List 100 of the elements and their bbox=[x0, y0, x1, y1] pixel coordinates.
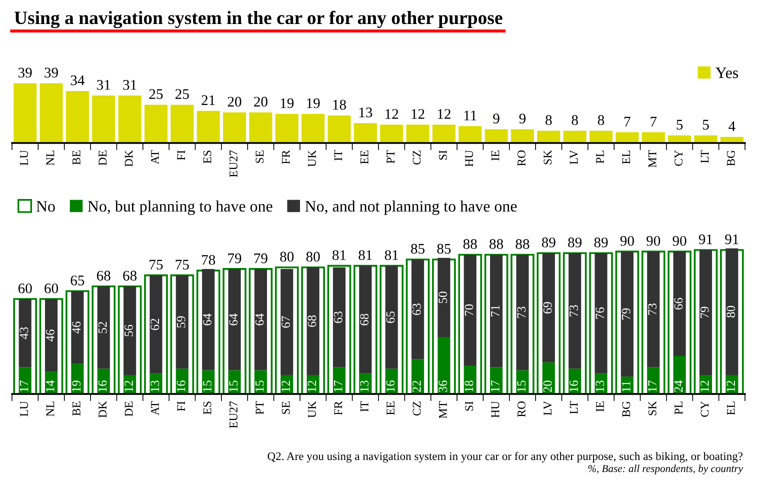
data-label: 90 bbox=[672, 236, 686, 246]
x-tick-label: CZ bbox=[412, 402, 421, 416]
bar bbox=[118, 96, 142, 143]
data-label: 12 bbox=[438, 109, 450, 119]
data-label: 16 bbox=[570, 380, 578, 392]
data-label: 64 bbox=[255, 314, 264, 326]
x-tick-label: SE bbox=[256, 150, 264, 163]
x-tick-label: PT bbox=[256, 401, 264, 414]
bar bbox=[406, 124, 430, 143]
data-label: 8 bbox=[546, 115, 552, 126]
data-label: 81 bbox=[358, 250, 372, 260]
bar bbox=[673, 252, 686, 356]
x-tick-label: EU27 bbox=[230, 150, 238, 178]
data-label: 13 bbox=[360, 380, 369, 392]
data-label: 20 bbox=[543, 380, 552, 392]
data-label: 85 bbox=[411, 244, 424, 254]
data-label: 11 bbox=[464, 110, 476, 120]
data-label: 12 bbox=[700, 380, 709, 392]
data-label: 5 bbox=[702, 120, 709, 130]
data-label: 90 bbox=[646, 236, 660, 246]
data-label: 68 bbox=[308, 315, 316, 327]
x-tick-label: PL bbox=[596, 150, 604, 164]
data-label: 88 bbox=[516, 239, 530, 249]
bar bbox=[537, 130, 560, 143]
data-label: 34 bbox=[70, 75, 85, 86]
text: %, Base: all respondents, by country bbox=[588, 464, 743, 474]
data-label: 9 bbox=[493, 114, 500, 124]
x-tick-label: AT bbox=[151, 401, 159, 416]
data-label: 64 bbox=[203, 314, 212, 326]
data-label: 15 bbox=[517, 380, 526, 392]
x-tick-label: UK bbox=[308, 150, 316, 167]
data-label: 9 bbox=[519, 114, 526, 124]
data-label: 67 bbox=[282, 316, 290, 328]
data-label: 75 bbox=[176, 260, 189, 270]
data-label: 91 bbox=[725, 234, 738, 244]
data-label: 7 bbox=[650, 116, 657, 126]
data-label: 20 bbox=[254, 96, 268, 107]
x-tick-label: BG bbox=[622, 401, 630, 418]
x-tick-label: SI bbox=[438, 150, 447, 160]
data-label: 46 bbox=[72, 322, 81, 334]
data-label: 73 bbox=[570, 305, 578, 316]
x-tick-label: SK bbox=[544, 150, 552, 164]
data-label: 20 bbox=[228, 96, 242, 107]
bar bbox=[484, 129, 508, 143]
data-label: 18 bbox=[464, 380, 474, 392]
data-label: 17 bbox=[491, 380, 500, 392]
data-label: 16 bbox=[98, 380, 107, 392]
data-label: 17 bbox=[20, 380, 28, 392]
data-label: 64 bbox=[229, 314, 238, 326]
bar bbox=[438, 258, 450, 338]
data-label: 80 bbox=[726, 306, 736, 318]
data-label: 12 bbox=[308, 380, 316, 392]
data-label: 19 bbox=[280, 98, 294, 108]
data-label: 80 bbox=[306, 252, 320, 262]
data-label: 8 bbox=[598, 115, 604, 126]
x-tick-label: CY bbox=[674, 150, 683, 166]
x-tick-label: SE bbox=[282, 402, 290, 414]
data-label: 60 bbox=[44, 283, 58, 294]
data-label: 70 bbox=[464, 304, 474, 316]
data-label: 71 bbox=[491, 305, 500, 316]
data-label: 14 bbox=[46, 380, 54, 392]
data-label: 65 bbox=[70, 276, 84, 286]
data-label: 73 bbox=[648, 304, 657, 315]
data-label: 68 bbox=[96, 270, 110, 281]
x-tick-label: FI bbox=[177, 150, 185, 160]
data-label: 60 bbox=[18, 283, 32, 294]
data-label: 85 bbox=[437, 244, 451, 254]
data-label: 80 bbox=[280, 252, 294, 262]
bar bbox=[92, 96, 116, 143]
x-tick-label: ES bbox=[203, 402, 212, 414]
x-tick-label: CY bbox=[700, 401, 709, 417]
x-tick-label: LU bbox=[20, 150, 28, 166]
bar bbox=[66, 90, 89, 143]
data-label: 79 bbox=[700, 306, 709, 318]
x-tick-label: LV bbox=[570, 150, 578, 164]
data-label: 36 bbox=[438, 380, 448, 392]
data-label: 18 bbox=[333, 100, 346, 110]
text: Q2. Are you using a navigation system in your car or for any other purpose, such as biking, or boating? bbox=[268, 452, 743, 462]
data-label: 75 bbox=[150, 260, 163, 270]
x-tick-label: MT bbox=[439, 401, 447, 418]
data-label: 11 bbox=[622, 381, 630, 392]
data-label: 13 bbox=[359, 108, 372, 118]
data-label: 63 bbox=[334, 311, 342, 323]
bar bbox=[71, 291, 84, 364]
data-label: 68 bbox=[360, 314, 369, 326]
x-tick-label: NL bbox=[46, 402, 54, 416]
x-tick-label: PT bbox=[386, 150, 394, 164]
data-label: 73 bbox=[517, 306, 526, 318]
data-label: 56 bbox=[124, 324, 133, 336]
x-tick-label: IE bbox=[491, 150, 500, 161]
data-label: 81 bbox=[384, 250, 398, 260]
data-label: 16 bbox=[176, 380, 186, 392]
data-label: 12 bbox=[282, 380, 290, 392]
bar bbox=[144, 104, 168, 143]
x-tick-label: DK bbox=[124, 150, 133, 167]
bar bbox=[590, 130, 613, 143]
x-tick-label: IT bbox=[360, 401, 368, 412]
data-label: 31 bbox=[97, 80, 110, 90]
data-label: 8 bbox=[572, 115, 578, 126]
bar bbox=[97, 286, 110, 369]
